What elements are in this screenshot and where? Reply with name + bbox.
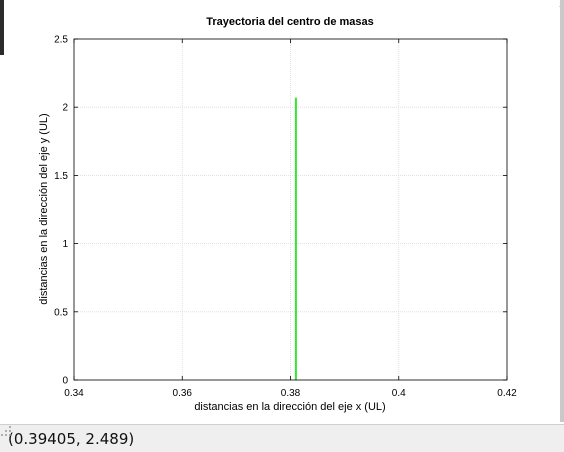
window-right-edge (560, 0, 564, 422)
y-tick-label: 1.5 (54, 171, 68, 182)
resize-grip-icon[interactable] (0, 425, 12, 437)
status-bar: (0.39405, 2.489) (0, 424, 564, 452)
x-tick-label: 0.4 (392, 388, 406, 399)
x-tick-label: 0.38 (281, 388, 301, 399)
y-tick-label: 1 (62, 239, 68, 250)
x-tick-label: 0.42 (497, 388, 517, 399)
ticks-layer: 0.34 0.36 0.38 0.4 0.42 0 0.5 1 1.5 2 2.5 (54, 35, 517, 400)
x-tick-label: 0.34 (64, 388, 84, 399)
y-tick-label: 0 (62, 376, 68, 387)
y-tick-label: 0.5 (54, 307, 68, 318)
chart[interactable]: 0.34 0.36 0.38 0.4 0.42 0 0.5 1 1.5 2 2.5 Trayecto… (4, 6, 559, 422)
window-left-edge (0, 0, 4, 55)
x-tick-label: 0.36 (173, 388, 193, 399)
y-tick-label: 2.5 (54, 35, 68, 46)
x-axis-label: distancias en la dirección del eje x (UL… (194, 401, 385, 413)
figure-canvas[interactable]: 0.34 0.36 0.38 0.4 0.42 0 0.5 1 1.5 2 2.5 Trayecto… (4, 6, 559, 422)
y-tick-label: 2 (62, 103, 68, 114)
y-axis-label: distancias en la dirección del eje y (UL… (38, 113, 50, 304)
cursor-coordinates: (0.39405, 2.489) (8, 430, 135, 448)
chart-title: Trayectoria del centro de masas (206, 16, 374, 28)
